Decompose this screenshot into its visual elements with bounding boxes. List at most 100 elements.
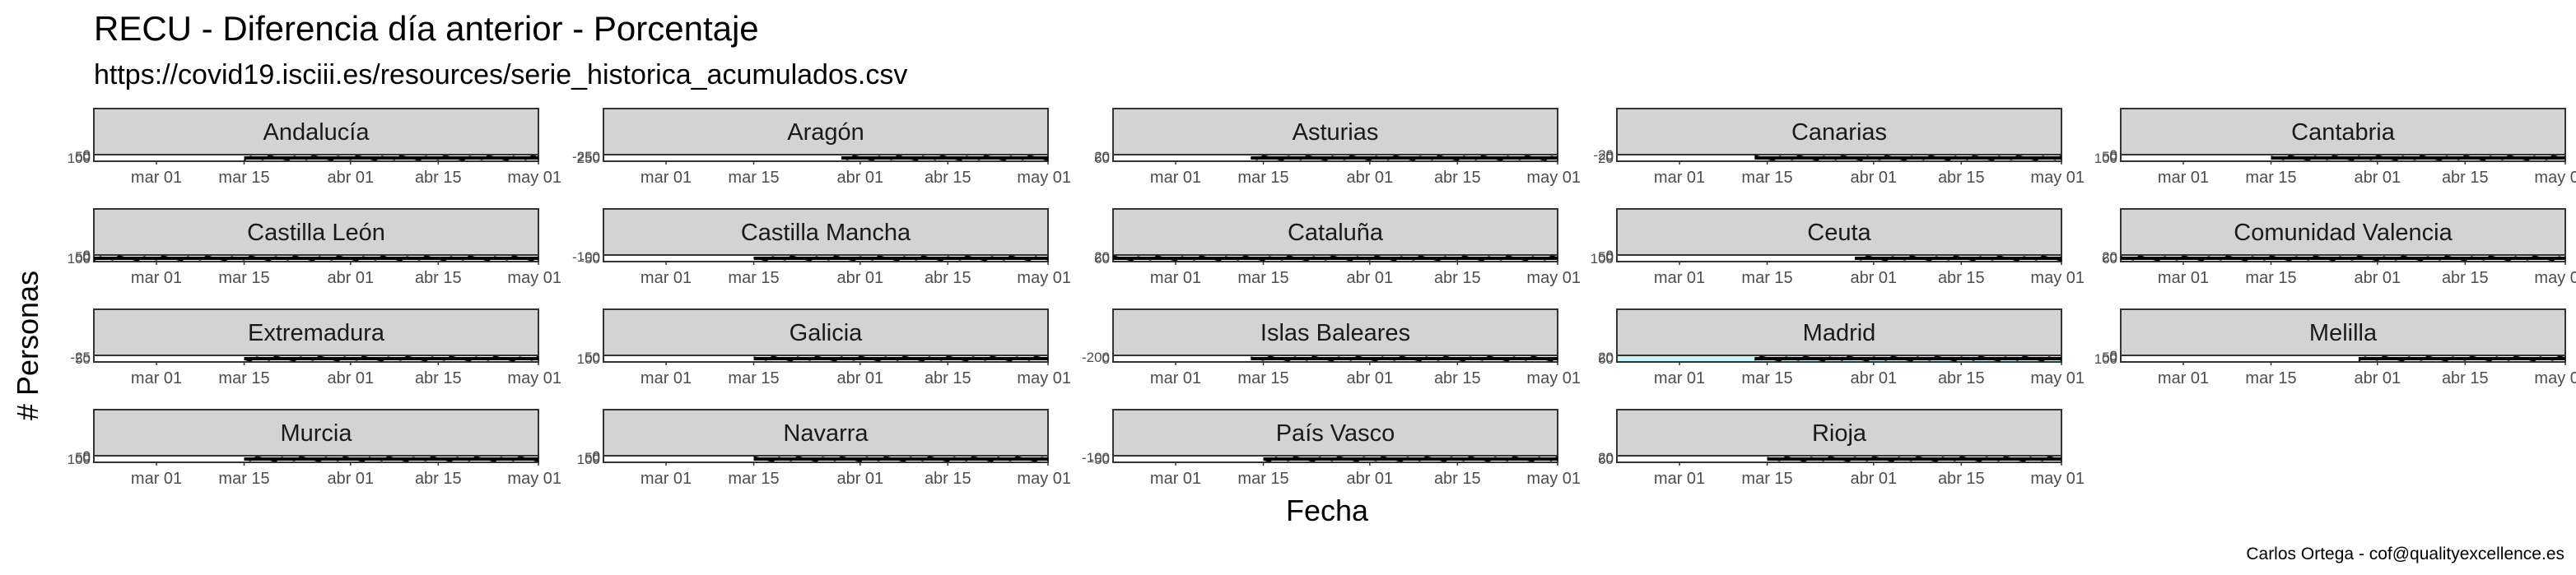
facet-strip-label: Canarias (1791, 119, 1887, 146)
x-tick-label: mar 01 (641, 369, 692, 387)
x-tick-label: may 01 (2534, 269, 2576, 287)
x-tick-label: abr 15 (1434, 369, 1481, 387)
x-tick-label: abr 01 (327, 369, 374, 387)
y-tick-label: 50 (75, 149, 91, 165)
y-tick-label: 0 (2110, 147, 2117, 163)
x-tick-label: abr 15 (1938, 269, 1985, 287)
series-line (753, 255, 1049, 262)
facet-strip (1616, 409, 2062, 457)
y-tick-label: 0 (1102, 351, 1110, 367)
facet-strip (1112, 208, 1558, 256)
x-tick-label: may 01 (2030, 169, 2085, 187)
facet-strip (1112, 108, 1558, 155)
x-tick-label: mar 01 (1150, 369, 1201, 387)
x-tick-label: may 01 (1526, 369, 1581, 387)
y-tick-label: 50 (75, 249, 91, 265)
x-tick-label: abr 15 (2442, 269, 2489, 287)
x-tick-label: mar 15 (2245, 269, 2296, 287)
x-tick-label: abr 01 (1850, 470, 1897, 488)
series-line (1754, 355, 2062, 362)
facet-strip-label: Extremadura (248, 320, 385, 346)
y-tick-label: 20 (1598, 350, 1614, 365)
x-tick-label: abr 01 (836, 269, 883, 287)
x-tick-label: abr 01 (1346, 470, 1393, 488)
x-tick-label: abr 15 (415, 470, 462, 488)
y-tick-label: 60 (1094, 251, 1110, 267)
x-tick-label: mar 15 (1741, 470, 1792, 488)
x-tick-label: abr 15 (1434, 169, 1481, 187)
x-tick-label: may 01 (2030, 269, 2085, 287)
y-tick-label: 20 (1094, 249, 1110, 265)
x-tick-label: abr 01 (1346, 169, 1393, 187)
x-tick-label: abr 01 (1346, 269, 1393, 287)
series-band (1251, 357, 1558, 360)
x-tick-label: abr 01 (1850, 169, 1897, 187)
series-line (2120, 255, 2566, 262)
y-tick-label: 0 (1606, 149, 1614, 165)
series-line (1112, 255, 1558, 262)
facet-strip (93, 108, 539, 155)
x-tick-label: mar 01 (1654, 269, 1705, 287)
y-tick-label: 100 (68, 452, 91, 467)
x-tick-label: mar 15 (1741, 269, 1792, 287)
series-line (841, 155, 1049, 161)
x-tick-label: mar 15 (1741, 369, 1792, 387)
series-band (1855, 257, 2061, 260)
facet-strip (1616, 108, 2062, 155)
x-tick-label: abr 01 (327, 470, 374, 488)
y-tick-label: 50 (1598, 249, 1614, 265)
x-tick-label: mar 01 (641, 169, 692, 187)
x-tick-label: may 01 (507, 269, 561, 287)
x-tick-label: abr 15 (925, 470, 971, 488)
facet-strip-label: País Vasco (1276, 420, 1395, 447)
x-tick-label: abr 15 (925, 169, 971, 187)
x-tick-label: abr 01 (2354, 169, 2401, 187)
series-band (244, 457, 538, 461)
series-band (244, 156, 538, 160)
x-tick-label: mar 15 (1237, 369, 1288, 387)
x-tick-label: mar 15 (218, 369, 269, 387)
x-tick-label: may 01 (507, 369, 561, 387)
series-band (1113, 257, 1558, 260)
facet-strip (1616, 308, 2062, 356)
series-band (753, 457, 1048, 461)
x-tick-label: mar 01 (2158, 269, 2209, 287)
facet-strip-label: Galicia (790, 320, 864, 346)
series-line (1263, 456, 1558, 462)
x-tick-label: abr 15 (1434, 269, 1481, 287)
series-line (93, 255, 539, 262)
series-line (2358, 355, 2566, 362)
y-tick-label: 100 (2094, 151, 2117, 166)
series-line (1754, 155, 2062, 161)
x-tick-label: mar 15 (218, 169, 269, 187)
y-tick-label: -100 (572, 249, 600, 265)
facet-strip-label: Castilla León (247, 220, 385, 246)
y-tick-label: 50 (2102, 350, 2117, 365)
x-tick-label: mar 01 (641, 470, 692, 488)
x-tick-label: mar 01 (1654, 470, 1705, 488)
x-tick-label: abr 15 (415, 369, 462, 387)
x-tick-label: may 01 (2534, 169, 2576, 187)
x-tick-label: may 01 (1017, 470, 1071, 488)
y-tick-label: -20 (1593, 147, 1614, 163)
x-tick-label: mar 01 (1654, 169, 1705, 187)
facet-strip (93, 208, 539, 256)
x-tick-label: abr 01 (836, 470, 883, 488)
x-tick-label: abr 15 (925, 269, 971, 287)
y-tick-label: 50 (2102, 149, 2117, 165)
facet-strip-label: Rioja (1812, 420, 1867, 447)
facet-strip-label: Ceuta (1807, 220, 1871, 246)
series-line (1251, 355, 1558, 362)
facet-strip-label: Comunidad Valencia (2234, 220, 2453, 246)
y-tick-label: 50 (75, 450, 91, 466)
series-line (244, 456, 539, 462)
series-line (2271, 155, 2566, 161)
x-tick-label: mar 01 (131, 169, 182, 187)
x-tick-label: abr 01 (1850, 369, 1897, 387)
series-line (1854, 255, 2062, 262)
x-tick-label: abr 01 (1850, 269, 1897, 287)
x-tick-label: abr 15 (415, 169, 462, 187)
series-line (753, 355, 1049, 362)
facet-strip (2120, 308, 2566, 356)
